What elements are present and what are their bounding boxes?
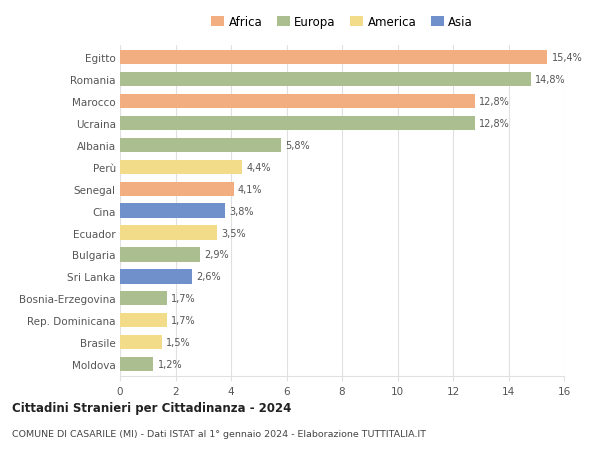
Bar [120,182,234,196]
Text: 1,2%: 1,2% [157,359,182,369]
Text: COMUNE DI CASARILE (MI) - Dati ISTAT al 1° gennaio 2024 - Elaborazione TUTTITALI: COMUNE DI CASARILE (MI) - Dati ISTAT al … [12,429,426,438]
Text: 1,7%: 1,7% [172,316,196,325]
Bar [120,336,161,350]
Bar [120,226,217,240]
Bar [120,248,200,262]
Text: 2,9%: 2,9% [205,250,229,260]
Text: 1,5%: 1,5% [166,337,190,347]
Text: 3,5%: 3,5% [221,228,246,238]
Text: Cittadini Stranieri per Cittadinanza - 2024: Cittadini Stranieri per Cittadinanza - 2… [12,402,292,414]
Bar [120,204,226,218]
Text: 14,8%: 14,8% [535,75,565,85]
Text: 15,4%: 15,4% [551,53,582,63]
Bar [120,357,154,371]
Bar [120,313,167,328]
Legend: Africa, Europa, America, Asia: Africa, Europa, America, Asia [206,11,478,34]
Text: 4,4%: 4,4% [246,162,271,173]
Bar [120,73,531,87]
Bar [120,51,547,65]
Text: 4,1%: 4,1% [238,184,262,194]
Text: 2,6%: 2,6% [196,272,221,282]
Bar [120,270,192,284]
Text: 3,8%: 3,8% [230,206,254,216]
Bar [120,95,475,109]
Text: 1,7%: 1,7% [172,294,196,304]
Bar [120,160,242,174]
Text: 5,8%: 5,8% [285,140,310,151]
Bar [120,117,475,131]
Text: 12,8%: 12,8% [479,97,510,106]
Bar [120,138,281,152]
Bar [120,291,167,306]
Text: 12,8%: 12,8% [479,118,510,129]
